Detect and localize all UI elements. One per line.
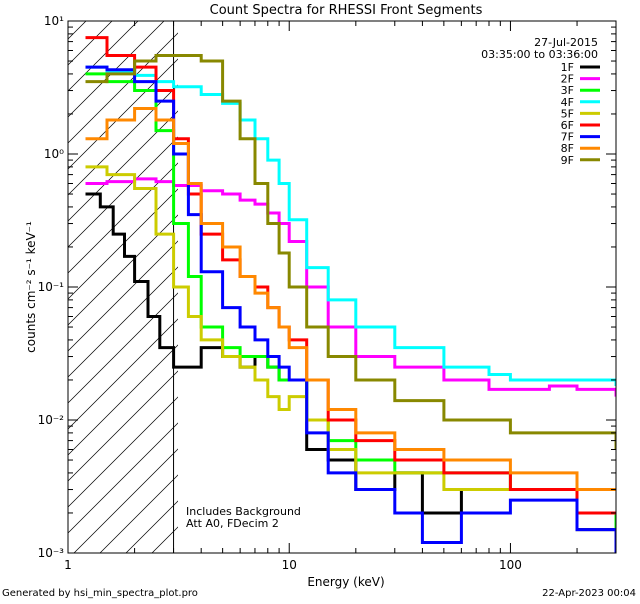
axis-ticks [67, 20, 617, 554]
note-attenuator: Att A0, FDecim 2 [186, 517, 279, 530]
hatch-line [68, 344, 178, 456]
x-axis-label: Energy (keV) [307, 575, 384, 589]
hatch-line [68, 21, 165, 118]
y-tick-label: 10⁰ [44, 147, 64, 161]
hatch-line [68, 422, 178, 534]
hatch-line [99, 474, 178, 553]
hatch-line [204, 0, 640, 553]
hatch-line [73, 448, 178, 553]
hatch-line [0, 0, 88, 553]
series-line-7f [85, 65, 616, 553]
y-tick-label: 10⁻³ [38, 546, 65, 560]
x-tick-label: 1 [64, 558, 72, 572]
hatch-line [68, 240, 178, 352]
hatch-line [68, 396, 178, 508]
hatch-line [68, 188, 178, 300]
hatch-line [68, 21, 139, 92]
legend-label: 7F [561, 131, 574, 144]
hatch-line [68, 32, 178, 144]
y-tick-label: 10⁻¹ [38, 280, 65, 294]
series-line-8f [85, 107, 616, 491]
series-line-2f [85, 177, 616, 397]
footer-date: 22-Apr-2023 00:04 [542, 588, 636, 599]
hatched-region [0, 0, 640, 553]
axis-tick-labels: 1 10 100 10⁻³ 10⁻² 10⁻¹ 10⁰ 10¹ [38, 14, 522, 572]
legend-label: 1F [561, 61, 574, 74]
legend-label: 4F [561, 96, 574, 109]
date-label: 27-Jul-2015 [534, 36, 598, 49]
x-tick-label: 100 [499, 558, 522, 572]
chart-title: Count Spectra for RHESSI Front Segments [210, 3, 483, 18]
hatch-line [68, 214, 178, 326]
series-line-9f [85, 54, 616, 450]
y-tick-label: 10¹ [44, 14, 64, 28]
hatch-line [68, 58, 178, 170]
y-tick-label: 10⁻² [38, 413, 65, 427]
legend-label: 6F [561, 119, 574, 132]
hatch-line [68, 266, 178, 378]
hatch-line [230, 0, 640, 553]
legend-label: 3F [561, 84, 574, 97]
legend-label: 8F [561, 142, 574, 155]
footer-generated-by: Generated by hsi_min_spectra_plot.pro [2, 588, 198, 599]
hatch-line [282, 0, 640, 553]
legend-label: 2F [561, 73, 574, 86]
note-background: Includes Background [186, 505, 301, 518]
y-axis-label: counts cm⁻² s⁻¹ keV⁻¹ [24, 221, 38, 353]
hatch-line [68, 370, 178, 482]
legend-label: 5F [561, 107, 574, 120]
x-tick-label: 10 [282, 558, 297, 572]
hatch-line [256, 0, 640, 553]
series-line-4f [85, 65, 616, 386]
series-layer [85, 36, 616, 553]
legend-label: 9F [561, 154, 574, 167]
series-line-5f [85, 165, 616, 515]
time-range-label: 03:35:00 to 03:36:00 [481, 48, 598, 61]
